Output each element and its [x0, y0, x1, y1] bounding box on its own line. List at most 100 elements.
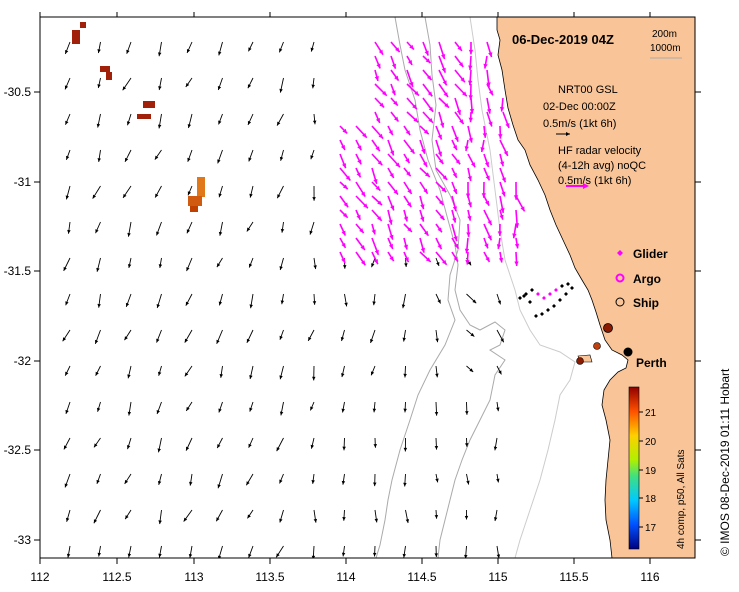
radar-arrow [371, 167, 378, 185]
radar-arrow [467, 153, 476, 168]
colorbar-tick-label: 17 [645, 523, 657, 534]
model-arrow [157, 437, 162, 453]
radar-arrow [355, 195, 369, 209]
glider-point [546, 308, 550, 312]
model-arrow [186, 257, 193, 272]
model-arrow [64, 41, 71, 55]
radar-arrow [339, 153, 347, 169]
model-arrow [64, 365, 71, 376]
x-tick-label: 112 [30, 570, 49, 584]
radar-arrow [403, 153, 411, 164]
radar-arrow [374, 69, 379, 82]
model-arrow [279, 77, 284, 93]
radar-arrow [512, 223, 517, 239]
map-title: 06-Dec-2019 04Z [512, 32, 614, 47]
model-arrow [280, 293, 285, 305]
model-arrow [312, 365, 316, 381]
radar-arrow [403, 223, 413, 233]
model-arrow [496, 545, 501, 558]
model-arrow [185, 437, 193, 451]
model-arrow [341, 473, 346, 485]
radar-arrow [403, 237, 408, 250]
radar-arrow [454, 55, 464, 68]
model-arrow [280, 221, 285, 233]
ship-marker[interactable] [603, 323, 613, 333]
x-tick-label: 115 [488, 570, 507, 584]
radar-arrow [498, 125, 503, 139]
radar-arrow [486, 41, 493, 58]
radar-arrow [451, 237, 460, 250]
model-arrow [276, 185, 284, 199]
radar-arrow [435, 251, 448, 266]
model-arrow [370, 365, 376, 376]
radar-arrow [435, 167, 448, 181]
x-tick-label: 116 [640, 570, 659, 584]
radar-arrow [499, 153, 505, 167]
y-tick-label: -30.5 [4, 85, 32, 99]
radar-arrow [454, 97, 462, 116]
model-arrow [124, 149, 132, 163]
model-arrow [435, 473, 439, 483]
model-arrow [344, 293, 348, 307]
x-tick-label: 112.5 [102, 570, 131, 584]
radar-arrow [387, 195, 395, 211]
radar-arrow [514, 237, 520, 249]
radar-arrow [355, 181, 366, 198]
radar-arrow [496, 237, 502, 250]
model-arrow [215, 509, 223, 522]
model-arrow [435, 329, 439, 343]
model-arrow [124, 329, 132, 341]
model-arrow [312, 293, 317, 305]
glider-point [564, 292, 568, 296]
model-arrow [310, 149, 315, 160]
radar-arrow [438, 111, 445, 128]
model-arrow [402, 329, 406, 342]
radar-arrow [498, 251, 504, 263]
radar-arrow [451, 125, 459, 142]
radar-arrow [355, 139, 362, 151]
sst-patch [80, 22, 86, 28]
model-arrow [465, 437, 469, 447]
model-arrow [276, 113, 284, 126]
model-arrow [312, 185, 316, 201]
radar-arrow [339, 195, 349, 208]
radar-arrow [499, 209, 504, 220]
model-arrow [245, 473, 254, 486]
model-arrow [313, 509, 318, 523]
radar-arrow [403, 139, 416, 155]
model-arrow [64, 473, 71, 488]
model-arrow [122, 77, 132, 91]
model-arrow [248, 257, 254, 268]
model-arrow [372, 545, 377, 557]
ship-marker[interactable] [576, 357, 584, 365]
radar-arrow [419, 223, 430, 237]
radar-arrow [419, 251, 432, 263]
model-arrow [496, 293, 502, 305]
radar-arrow [371, 251, 379, 265]
glider-point [552, 304, 556, 308]
model-arrow [65, 185, 71, 200]
radar-arrow [339, 251, 346, 264]
model-arrow [466, 365, 474, 373]
x-tick-label: 115.5 [559, 570, 588, 584]
radar-arrow [438, 41, 446, 60]
model-arrow [65, 149, 71, 160]
model-arrow [65, 113, 71, 125]
model-arrow [66, 545, 71, 558]
radar-arrow [497, 223, 503, 236]
sst-patch [137, 114, 151, 119]
colorbar-ticks: 21 20 19 18 17 [639, 408, 657, 534]
radar-arrow [406, 111, 419, 123]
radar-arrow [390, 41, 401, 53]
argo-circle-icon [615, 273, 625, 283]
radar-arrow [464, 139, 469, 152]
radar-arrow [438, 55, 447, 73]
radar-arrow [387, 139, 395, 156]
perth-marker[interactable] [623, 347, 633, 357]
radar-arrow [403, 195, 412, 208]
model-arrow [278, 41, 284, 53]
bathymetry-shelf-contour [469, 17, 576, 558]
ship-marker[interactable] [593, 342, 601, 350]
radar-arrow [403, 209, 409, 222]
radar-arrow [355, 237, 366, 251]
